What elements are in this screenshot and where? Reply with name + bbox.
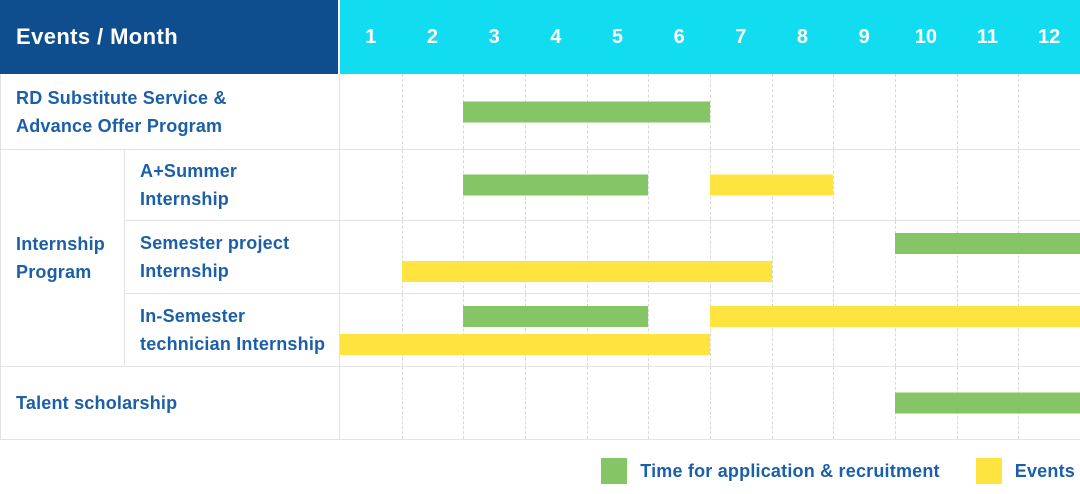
month-gridline <box>586 221 588 293</box>
month-gridline <box>1018 221 1020 293</box>
application-bar <box>895 392 1080 414</box>
month-gridline <box>710 367 711 439</box>
month-gridline <box>771 221 773 293</box>
chart-row-in-semester-technician-internship <box>340 294 1080 367</box>
month-gridline <box>525 367 526 439</box>
table-title: Events / Month <box>16 24 179 49</box>
month-gridline <box>710 74 711 149</box>
chart-row-a-plus-summer-internship <box>340 150 1080 221</box>
month-gridline <box>771 74 773 149</box>
month-gridline <box>895 221 896 293</box>
event-bar <box>710 174 834 196</box>
month-gridline <box>833 74 835 149</box>
month-gridline <box>401 74 403 149</box>
month-gridline <box>586 367 588 439</box>
month-gridline <box>1018 294 1020 366</box>
month-gridline <box>710 294 711 366</box>
month-gridline <box>833 367 835 439</box>
event-bar <box>340 334 710 355</box>
month-gridline <box>956 150 958 220</box>
month-gridline <box>525 294 526 366</box>
application-bar <box>895 233 1080 254</box>
legend-swatch-event <box>975 458 1002 484</box>
table-header-events-month: Events / Month <box>0 0 340 74</box>
month-header-cell: 9 <box>858 25 870 48</box>
chart-row-talent-scholarship <box>340 367 1080 440</box>
month-header-cell: 6 <box>673 25 685 48</box>
month-gridline <box>401 367 403 439</box>
application-bar <box>463 174 649 196</box>
row-label-rd-substitute: RD Substitute Service & Advance Offer Pr… <box>0 74 340 150</box>
month-gridline <box>833 221 835 293</box>
month-gridline <box>648 221 650 293</box>
month-gridline <box>401 150 403 220</box>
month-gridline <box>833 294 835 366</box>
month-gridline <box>648 150 650 220</box>
month-header-cell: 2 <box>426 25 439 48</box>
month-gridline <box>1018 150 1020 220</box>
event-bar <box>401 261 772 282</box>
legend-item-application: Time for application & recruitment <box>601 458 940 484</box>
application-bar <box>463 101 710 122</box>
row-label-a-plus-summer-internship: A+Summer Internship <box>125 150 340 221</box>
month-gridline <box>833 150 835 220</box>
month-gridline <box>895 74 896 149</box>
month-gridline <box>710 221 711 293</box>
month-gridline <box>463 367 465 439</box>
month-gridline <box>956 221 958 293</box>
month-header-cell: 1 <box>365 25 377 48</box>
month-header-cell: 11 <box>976 25 999 48</box>
month-gridline <box>648 294 650 366</box>
month-gridline <box>895 150 896 220</box>
month-header-cell: 12 <box>1038 25 1061 48</box>
chart-row-rd-substitute <box>340 74 1080 150</box>
row-label-text: A+Summer Internship <box>140 161 238 209</box>
month-gridline <box>1018 74 1020 149</box>
event-bar <box>710 306 1080 327</box>
month-gridline <box>648 367 650 439</box>
month-header-cell: 7 <box>735 25 747 48</box>
legend-swatch-application <box>601 458 628 484</box>
chart-row-semester-project-internship <box>340 221 1080 294</box>
row-label-text: RD Substitute Service & Advance Offer Pr… <box>16 87 227 136</box>
events-month-table: Events / Month 1 2 3 4 5 6 7 8 9 10 11 12 RD Substi… <box>0 0 1080 440</box>
month-header-cell: 4 <box>550 25 562 48</box>
month-header-cell: 3 <box>488 25 500 48</box>
month-gridline <box>956 74 958 149</box>
group-label-text: Internship Program <box>16 234 106 282</box>
month-gridline <box>463 294 465 366</box>
application-bar <box>463 306 649 327</box>
month-gridline <box>586 294 588 366</box>
month-gridline <box>895 294 896 366</box>
row-label-text: In-Semester technician Internship <box>140 306 326 354</box>
row-label-text: Semester project Internship <box>140 233 290 281</box>
month-header-cell: 10 <box>914 25 937 48</box>
group-label-internship-program: Internship Program <box>0 150 125 367</box>
legend-label: Events <box>1014 460 1075 481</box>
month-gridline <box>956 294 958 366</box>
legend: Time for application & recruitment Events <box>0 440 1080 494</box>
legend-label: Time for application & recruitment <box>640 460 940 481</box>
row-label-talent-scholarship: Talent scholarship <box>0 367 340 440</box>
month-gridline <box>771 294 773 366</box>
month-gridline <box>771 367 773 439</box>
month-header-cell: 8 <box>796 25 809 48</box>
row-label-text: Talent scholarship <box>16 393 178 413</box>
month-header-row: 1 2 3 4 5 6 7 8 9 10 11 12 <box>340 0 1080 74</box>
legend-item-event: Events <box>975 458 1075 484</box>
row-label-in-semester-technician-internship: In-Semester technician Internship <box>125 294 340 367</box>
month-gridline <box>401 294 403 366</box>
month-gridline <box>401 221 403 293</box>
month-header-cell: 5 <box>611 25 624 48</box>
row-label-semester-project-internship: Semester project Internship <box>125 221 340 294</box>
month-gridline <box>525 221 526 293</box>
month-gridline <box>463 221 465 293</box>
